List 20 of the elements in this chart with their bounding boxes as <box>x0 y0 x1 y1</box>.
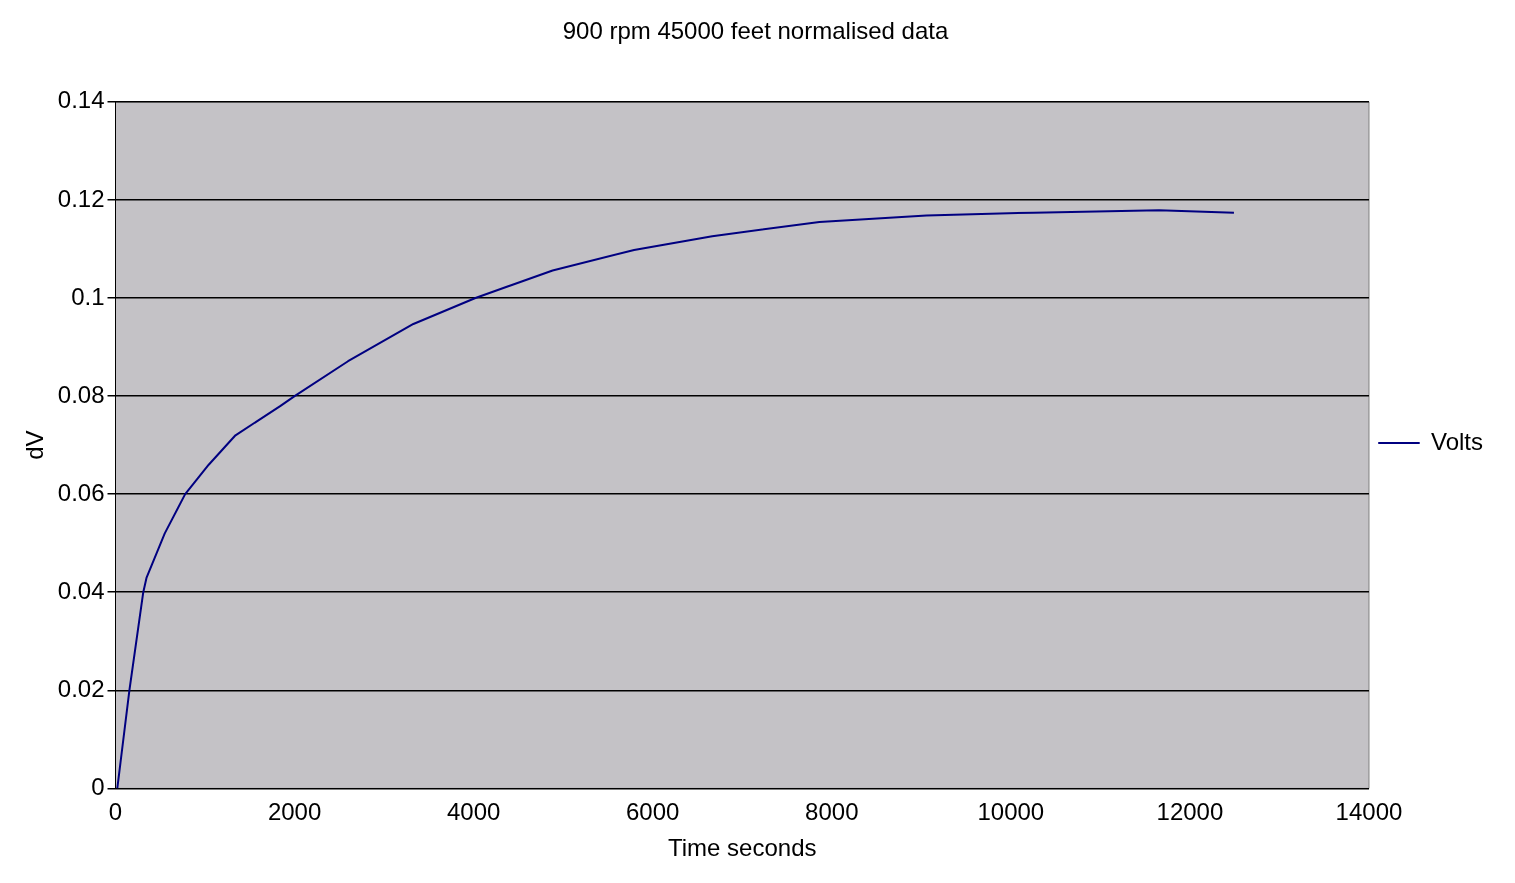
y-tick-label: 0.1 <box>71 282 105 310</box>
x-tick-label: 6000 <box>626 798 680 826</box>
y-tick-label: 0.14 <box>57 86 105 114</box>
x-axis-title: Time seconds <box>667 834 817 862</box>
x-tick-label: 4000 <box>446 798 501 826</box>
x-tick-label: 12000 <box>1156 798 1224 826</box>
chart-title: 900 rpm 45000 feet normalised data <box>562 17 949 45</box>
x-tick-label: 10000 <box>977 798 1045 826</box>
legend-label: Volts <box>1430 427 1483 455</box>
x-tick-label: 14000 <box>1335 798 1403 826</box>
x-tick-label: 2000 <box>267 798 322 826</box>
y-tick-label: 0.06 <box>57 478 105 506</box>
y-tick-label: 0.12 <box>57 184 105 212</box>
y-tick-label: 0.04 <box>57 576 105 604</box>
x-tick-label: 8000 <box>805 798 859 826</box>
y-axis-title: dV <box>21 430 49 460</box>
x-tick-label: 0 <box>108 798 123 826</box>
y-tick-label: 0.08 <box>57 380 105 408</box>
y-tick-label: 0 <box>91 773 105 801</box>
y-tick-label: 0.02 <box>57 674 105 702</box>
